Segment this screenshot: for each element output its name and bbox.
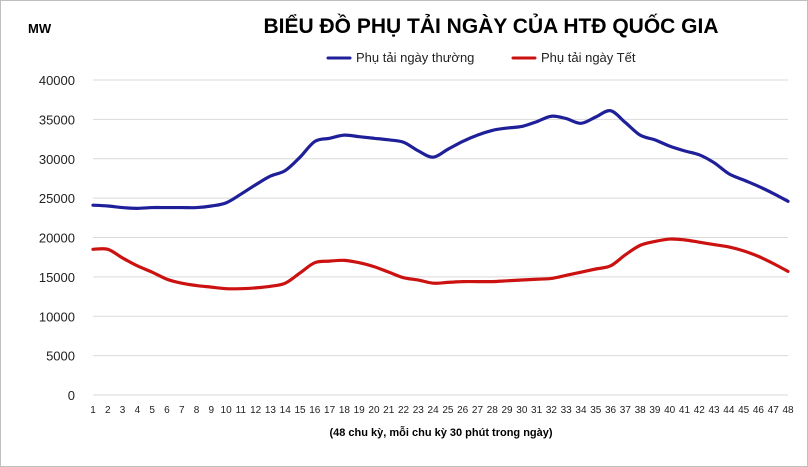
y-tick-label: 25000	[39, 191, 75, 206]
x-tick-label: 32	[546, 405, 558, 416]
x-tick-label: 26	[457, 405, 469, 416]
x-tick-label: 15	[294, 405, 306, 416]
x-tick-label: 39	[649, 405, 661, 416]
x-tick-label: 2	[105, 405, 111, 416]
x-tick-label: 16	[309, 405, 321, 416]
x-tick-label: 31	[531, 405, 543, 416]
x-tick-label: 36	[605, 405, 617, 416]
x-tick-label: 1	[90, 405, 96, 416]
x-tick-label: 45	[738, 405, 750, 416]
y-tick-label: 5000	[46, 349, 75, 364]
series-line-tet-day	[91, 237, 790, 291]
x-tick-label: 18	[339, 405, 351, 416]
y-tick-label: 15000	[39, 270, 75, 285]
x-tick-label: 48	[782, 405, 794, 416]
x-tick-label: 11	[236, 405, 247, 416]
x-tick-label: 34	[575, 405, 587, 416]
x-tick-label: 42	[694, 405, 706, 416]
x-tick-label: 12	[250, 405, 262, 416]
legend-label-tet: Phụ tải ngày Tết	[541, 50, 636, 65]
x-tick-label: 6	[164, 405, 170, 416]
series-line-normal-day	[91, 109, 790, 210]
y-axis-ticks: 0 5000 10000 15000 20000 25000 30000 35000 40000	[39, 73, 75, 403]
y-tick-label: 35000	[39, 112, 75, 127]
x-tick-label: 37	[620, 405, 632, 416]
legend: Phụ tải ngày thường Phụ tải ngày Tết	[326, 50, 636, 65]
legend-label-normal: Phụ tải ngày thường	[356, 50, 474, 65]
y-axis-unit: MW	[28, 21, 52, 36]
x-tick-label: 43	[709, 405, 721, 416]
y-tick-label: 40000	[39, 73, 75, 88]
x-tick-label: 5	[149, 405, 155, 416]
x-tick-label: 8	[194, 405, 200, 416]
x-tick-label: 17	[324, 405, 336, 416]
x-tick-label: 44	[723, 405, 735, 416]
x-tick-label: 13	[265, 405, 277, 416]
x-tick-label: 22	[398, 405, 410, 416]
x-tick-label: 23	[413, 405, 425, 416]
x-tick-label: 10	[221, 405, 233, 416]
x-tick-label: 20	[368, 405, 380, 416]
x-tick-label: 28	[487, 405, 499, 416]
x-tick-label: 21	[383, 405, 395, 416]
x-tick-label: 47	[768, 405, 780, 416]
x-tick-label: 7	[179, 405, 185, 416]
x-tick-label: 40	[664, 405, 676, 416]
y-tick-label: 30000	[39, 152, 75, 167]
y-tick-label: 0	[68, 388, 75, 403]
x-tick-label: 41	[679, 405, 691, 416]
x-tick-label: 30	[516, 405, 528, 416]
x-tick-label: 14	[280, 405, 292, 416]
x-tick-label: 4	[135, 405, 141, 416]
x-tick-label: 19	[354, 405, 366, 416]
x-tick-label: 25	[442, 405, 454, 416]
x-tick-label: 3	[120, 405, 126, 416]
x-tick-label: 24	[428, 405, 440, 416]
x-axis-ticks: 1 2 3 4 5 6 7 8 9 10 11 12 13 14 15 16 17 18 19 20 21 22 23 24 2…	[90, 405, 794, 416]
y-tick-label: 20000	[39, 231, 75, 246]
x-tick-label: 35	[590, 405, 602, 416]
x-tick-label: 33	[561, 405, 573, 416]
y-tick-label: 10000	[39, 309, 75, 324]
x-tick-label: 46	[753, 405, 765, 416]
x-axis-label: (48 chu kỳ, mỗi chu kỳ 30 phút trong ngà…	[329, 426, 552, 439]
gridlines	[93, 79, 788, 396]
x-tick-label: 29	[501, 405, 513, 416]
x-tick-label: 9	[209, 405, 215, 416]
series-lines	[91, 109, 790, 291]
x-tick-label: 38	[635, 405, 647, 416]
chart-title: BIỂU ĐỒ PHỤ TẢI NGÀY CỦA HTĐ QUỐC GIA	[263, 14, 718, 38]
x-tick-label: 27	[472, 405, 484, 416]
